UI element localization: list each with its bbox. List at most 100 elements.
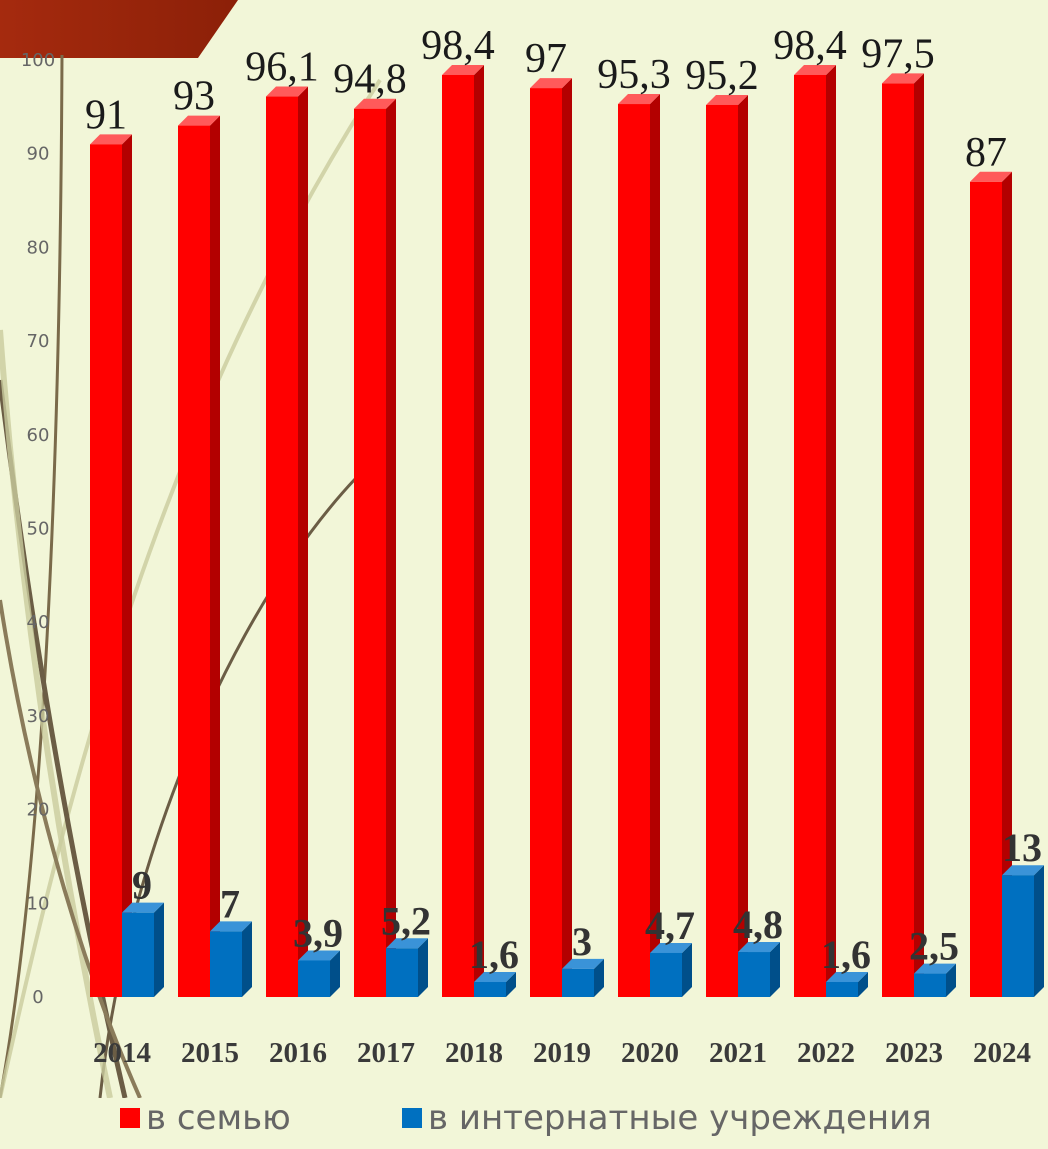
- bar: [474, 972, 516, 997]
- bar-front: [90, 144, 122, 997]
- data-label: 4,7: [645, 903, 695, 948]
- bar-top: [530, 78, 572, 89]
- bar-top: [474, 972, 516, 983]
- legend-swatch-red: [120, 1108, 140, 1128]
- x-tick-label: 2019: [533, 1037, 591, 1069]
- x-tick-label: 2016: [269, 1037, 327, 1069]
- data-label: 87: [965, 130, 1007, 176]
- bar: [970, 171, 1012, 997]
- bar: [354, 98, 396, 997]
- bar-front: [298, 960, 330, 997]
- bar-top: [562, 958, 604, 969]
- data-label: 13: [1002, 825, 1042, 870]
- bar-top: [266, 86, 308, 97]
- x-tick-label: 2024: [973, 1037, 1031, 1069]
- bar: [826, 972, 868, 997]
- bar-front: [794, 74, 826, 997]
- bar-front: [210, 931, 242, 997]
- bar-top: [210, 921, 252, 932]
- bar-front: [266, 96, 298, 998]
- x-tick-label: 2021: [709, 1037, 767, 1069]
- bar-side: [298, 86, 308, 998]
- bar-top: [650, 942, 692, 953]
- x-tick-label: 2020: [621, 1037, 679, 1069]
- legend-label-family: в семью: [146, 1098, 291, 1138]
- bar-front: [706, 104, 738, 997]
- x-tick-label: 2014: [93, 1037, 151, 1069]
- data-label: 97: [525, 36, 567, 82]
- bar-front: [122, 912, 154, 997]
- bar-side: [594, 958, 604, 997]
- data-label: 1,6: [821, 932, 871, 977]
- bar: [1002, 865, 1044, 997]
- bar-side: [914, 73, 924, 998]
- legend-swatch-blue: [402, 1108, 422, 1128]
- bar-front: [442, 74, 474, 997]
- x-tick-label: 2022: [797, 1037, 855, 1069]
- bar-top: [826, 972, 868, 983]
- bar: [266, 86, 308, 998]
- bar-top: [706, 94, 748, 105]
- x-tick-label: 2017: [357, 1037, 415, 1069]
- y-axis: 0 10 20 30 40 50 60 70 80 90 100: [21, 50, 55, 1008]
- bar-top: [914, 963, 956, 974]
- bar-top: [618, 94, 660, 105]
- data-label: 2,5: [909, 924, 959, 969]
- bar: [882, 73, 924, 998]
- bar: [442, 64, 484, 997]
- bar-top: [122, 902, 164, 913]
- bar-side: [330, 950, 340, 997]
- data-label: 95,2: [685, 53, 759, 99]
- data-label: 3: [572, 919, 592, 964]
- data-label: 94,8: [333, 57, 407, 103]
- data-label: 98,4: [421, 23, 495, 69]
- bar: [706, 94, 748, 997]
- data-label: 3,9: [293, 910, 343, 955]
- bar: [618, 94, 660, 997]
- bar-front: [914, 973, 946, 997]
- legend-item-boarding: в интернатные учреждения: [402, 1098, 932, 1138]
- bar-top: [970, 171, 1012, 182]
- bar-front: [386, 948, 418, 997]
- legend: в семью в интернатные учреждения: [0, 1098, 1048, 1142]
- bar-top: [298, 950, 340, 961]
- bar: [122, 902, 164, 997]
- bar: [562, 958, 604, 997]
- y-tick-label: 80: [27, 237, 50, 258]
- bar-side: [386, 98, 396, 997]
- bar-front: [1002, 875, 1034, 997]
- data-label: 9: [132, 863, 152, 908]
- bar-front: [970, 181, 1002, 997]
- bar-side: [210, 115, 220, 998]
- bar-front: [618, 104, 650, 997]
- data-label: 93: [173, 74, 215, 120]
- y-tick-label: 10: [27, 893, 50, 914]
- bar-top: [882, 73, 924, 84]
- bar: [650, 942, 692, 997]
- bar-side: [122, 134, 132, 997]
- bar-front: [178, 125, 210, 998]
- bar: [298, 950, 340, 997]
- bar-chart: 0 10 20 30 40 50 60 70 80 90 100 91 9 93 7 96,1 3,9 94,8…: [0, 0, 1044, 1098]
- x-axis: 2014 2015 2016 2017 2018 2019 2020 2021 2022 2023…: [93, 1037, 1031, 1069]
- bar-front: [882, 83, 914, 998]
- y-tick-label: 50: [27, 519, 50, 540]
- bar-top: [178, 115, 220, 126]
- x-tick-label: 2018: [445, 1037, 503, 1069]
- legend-label-boarding: в интернатные учреждения: [428, 1098, 932, 1138]
- bar-side: [242, 921, 252, 997]
- bar: [210, 921, 252, 997]
- bar: [738, 942, 780, 997]
- legend-item-family: в семью: [120, 1098, 291, 1138]
- y-tick-label: 70: [27, 331, 50, 352]
- bar-side: [738, 94, 748, 997]
- bar-front: [650, 952, 682, 997]
- bar-side: [562, 78, 572, 998]
- y-tick-label: 0: [32, 987, 43, 1008]
- bar-front: [738, 952, 770, 997]
- bar-top: [354, 98, 396, 109]
- bar-side: [858, 972, 868, 997]
- bar-front: [354, 108, 386, 997]
- data-label: 98,4: [773, 23, 847, 69]
- bar-side: [1034, 865, 1044, 997]
